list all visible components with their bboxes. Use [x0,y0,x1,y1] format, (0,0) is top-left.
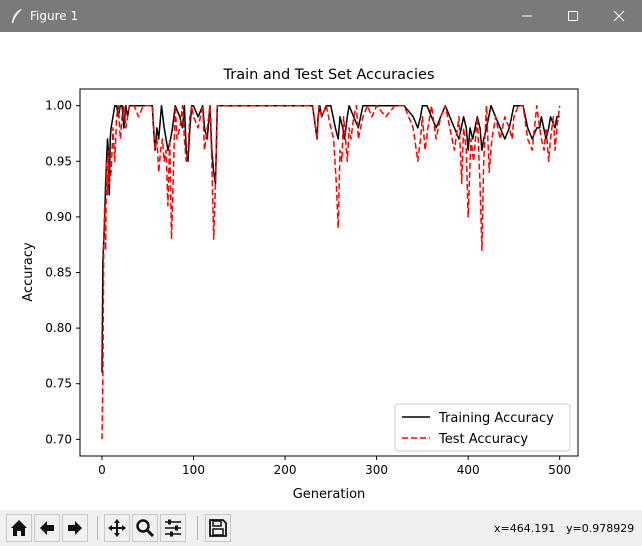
toolbar-separator [97,516,98,540]
x-axis-label: Generation [293,487,366,502]
x-tick-label: 500 [548,463,571,477]
y-tick-label: 0.85 [45,266,72,280]
forward-button[interactable] [62,514,88,542]
legend-label-training: Training Accuracy [438,411,554,426]
subplots-button[interactable] [160,514,186,542]
cursor-y-readout: y=0.978929 [566,522,635,535]
back-button[interactable] [34,514,60,542]
home-button[interactable] [6,514,32,542]
minimize-button[interactable] [504,0,550,32]
close-button[interactable] [596,0,642,32]
axes-frame [79,88,579,457]
x-tick-label: 200 [274,463,297,477]
y-tick-label: 0.70 [45,432,72,446]
maximize-icon [568,11,578,21]
x-tick-label: 400 [457,463,480,477]
y-tick-label: 0.90 [45,210,72,224]
axis-ticks: 0 100 200 300 400 500 0.70 0.75 0.80 0.85 0.90 0.95… [45,99,571,477]
y-axis-label: Accuracy [21,242,36,302]
y-tick-label: 0.95 [45,154,72,168]
home-icon [11,520,27,536]
toolbar-separator [197,516,198,540]
cursor-x-readout: x=464.191 [494,522,556,535]
navigation-toolbar: x=464.191 y=0.978929 [0,510,642,546]
save-button[interactable] [205,514,231,542]
y-tick-label: 0.80 [45,321,72,335]
zoom-button[interactable] [132,514,158,542]
y-tick-label: 0.75 [45,377,72,391]
x-tick-label: 0 [98,463,106,477]
x-tick-label: 100 [182,463,205,477]
close-icon [613,10,625,22]
x-tick-label: 300 [365,463,388,477]
arrow-right-icon [68,521,82,535]
legend: Training Accuracy Test Accuracy [394,403,571,452]
sliders-icon [165,519,181,537]
pan-button[interactable] [104,514,130,542]
legend-label-test: Test Accuracy [438,432,528,447]
window-title: Figure 1 [30,9,79,23]
maximize-button[interactable] [550,0,596,32]
arrow-left-icon [40,521,54,535]
figure-canvas[interactable]: Train and Test Set Accuracies 0 100 200 300… [0,32,642,510]
legend-box [394,403,571,452]
y-tick-label: 1.00 [45,99,72,113]
plot-lines [101,104,561,440]
feather-icon [11,8,23,24]
move-icon [108,519,126,537]
test-accuracy-line [101,104,561,440]
window-titlebar: Figure 1 [0,0,642,32]
magnifier-icon [136,519,155,538]
floppy-icon [209,519,227,537]
chart-title: Train and Test Set Accuracies [223,67,435,83]
minimize-icon [522,15,532,17]
